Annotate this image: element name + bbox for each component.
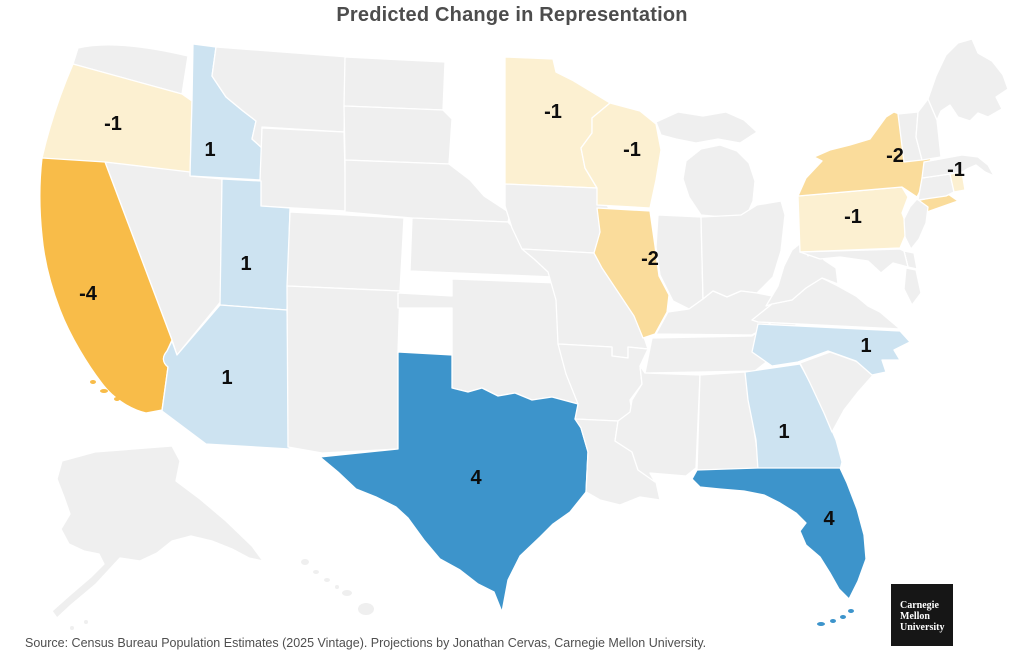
state-value-label-arizona: 1	[221, 367, 232, 389]
state-value-label-rhode-island: -1	[947, 159, 965, 181]
island	[335, 585, 339, 589]
island-florida	[830, 619, 836, 623]
state-alaska	[51, 445, 264, 619]
state-value-label-florida: 4	[823, 508, 835, 530]
state-value-label-utah: 1	[240, 253, 251, 275]
state-value-label-oregon: -1	[104, 113, 122, 135]
state-new-jersey	[903, 198, 929, 250]
state-colorado	[286, 211, 405, 292]
cmu-logo: Carnegie Mellon University	[891, 584, 953, 646]
cmu-logo-line-1: Carnegie	[900, 600, 939, 611]
island-florida	[840, 615, 846, 619]
island	[358, 603, 374, 615]
source-note: Source: Census Bureau Population Estimat…	[25, 636, 707, 650]
island	[84, 620, 88, 624]
state-value-label-texas: 4	[470, 467, 482, 489]
island	[324, 578, 330, 582]
state-maryland	[799, 248, 909, 274]
state-texas	[319, 351, 589, 613]
state-value-label-north-carolina: 1	[860, 335, 871, 357]
state-washington	[72, 44, 189, 95]
state-michigan	[682, 144, 756, 220]
state-wisconsin	[580, 102, 662, 209]
state-massachusetts	[921, 154, 995, 179]
island	[313, 570, 319, 574]
state-florida	[691, 467, 867, 600]
state-value-label-minnesota: -1	[544, 101, 562, 123]
state-value-label-california: -4	[79, 283, 98, 305]
state-north-carolina	[751, 323, 911, 376]
state-value-label-georgia: 1	[778, 421, 789, 443]
state-north-dakota	[343, 56, 446, 111]
state-maine	[927, 38, 1009, 122]
state-value-label-illinois: -2	[641, 248, 659, 270]
state-michigan-up	[655, 111, 758, 144]
island-california	[114, 397, 120, 401]
state-value-label-idaho: 1	[204, 139, 215, 161]
state-south-dakota	[343, 105, 453, 165]
chart-title: Predicted Change in Representation	[336, 4, 688, 26]
island	[342, 590, 352, 596]
island-california	[100, 389, 108, 393]
state-mississippi	[614, 365, 701, 483]
island-california	[90, 380, 96, 384]
state-eastern-shore	[903, 267, 922, 306]
state-illinois	[593, 207, 670, 339]
cmu-logo-line-2: Mellon	[900, 610, 930, 622]
state-value-label-new-york: -2	[886, 145, 904, 167]
state-iowa	[504, 183, 613, 254]
state-value-label-wisconsin: -1	[623, 139, 641, 161]
island-florida	[817, 622, 825, 626]
state-arizona	[161, 304, 291, 450]
island	[70, 626, 74, 630]
state-value-label-pennsylvania: -1	[844, 206, 862, 228]
island-florida	[848, 609, 854, 613]
island	[301, 559, 309, 565]
cmu-logo-line-3: University	[900, 621, 945, 633]
state-nebraska	[344, 159, 511, 223]
state-wyoming	[258, 127, 347, 212]
state-new-mexico	[286, 285, 401, 454]
